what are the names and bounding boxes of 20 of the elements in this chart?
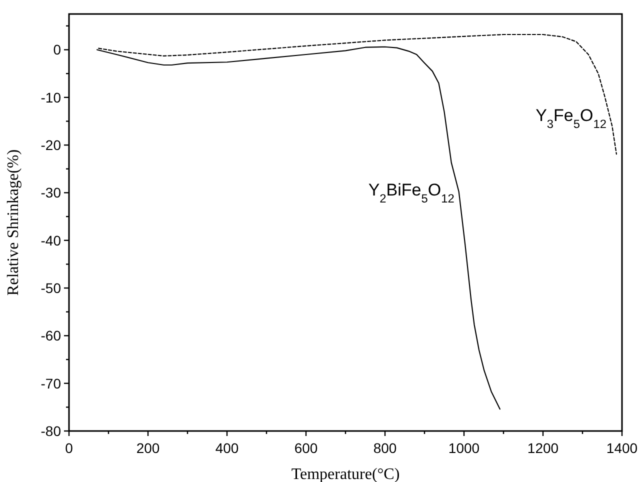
x-tick-label: 0: [65, 440, 74, 456]
y-axis-title: Relative Shrinkage(%): [5, 149, 22, 296]
y-tick-label: -70: [40, 375, 62, 392]
y-tick-label: -30: [40, 184, 62, 201]
x-tick-label: 200: [136, 440, 160, 456]
y-tick-label: -10: [40, 89, 62, 106]
y-tick-label: -60: [40, 328, 62, 344]
series-label: Y$_{2}$BiFe$_{5}$O$_{12}$: [368, 180, 455, 206]
x-tick-label: 800: [373, 440, 397, 456]
y-tick-label: 0: [53, 42, 62, 58]
y-tick-label: -80: [40, 423, 62, 439]
y-tick-label: -20: [40, 137, 62, 154]
x-tick-label: 1200: [527, 440, 559, 456]
x-tick-label: 1400: [606, 440, 638, 456]
x-tick-label: 600: [294, 440, 318, 456]
y-tick-label: -50: [40, 280, 62, 296]
x-tick-label: 1000: [448, 440, 480, 456]
y-tick-label: -40: [40, 232, 62, 248]
series-label: Y$_{3}$Fe$_{5}$O$_{12}$: [536, 106, 607, 132]
x-tick-label: 400: [215, 440, 239, 456]
